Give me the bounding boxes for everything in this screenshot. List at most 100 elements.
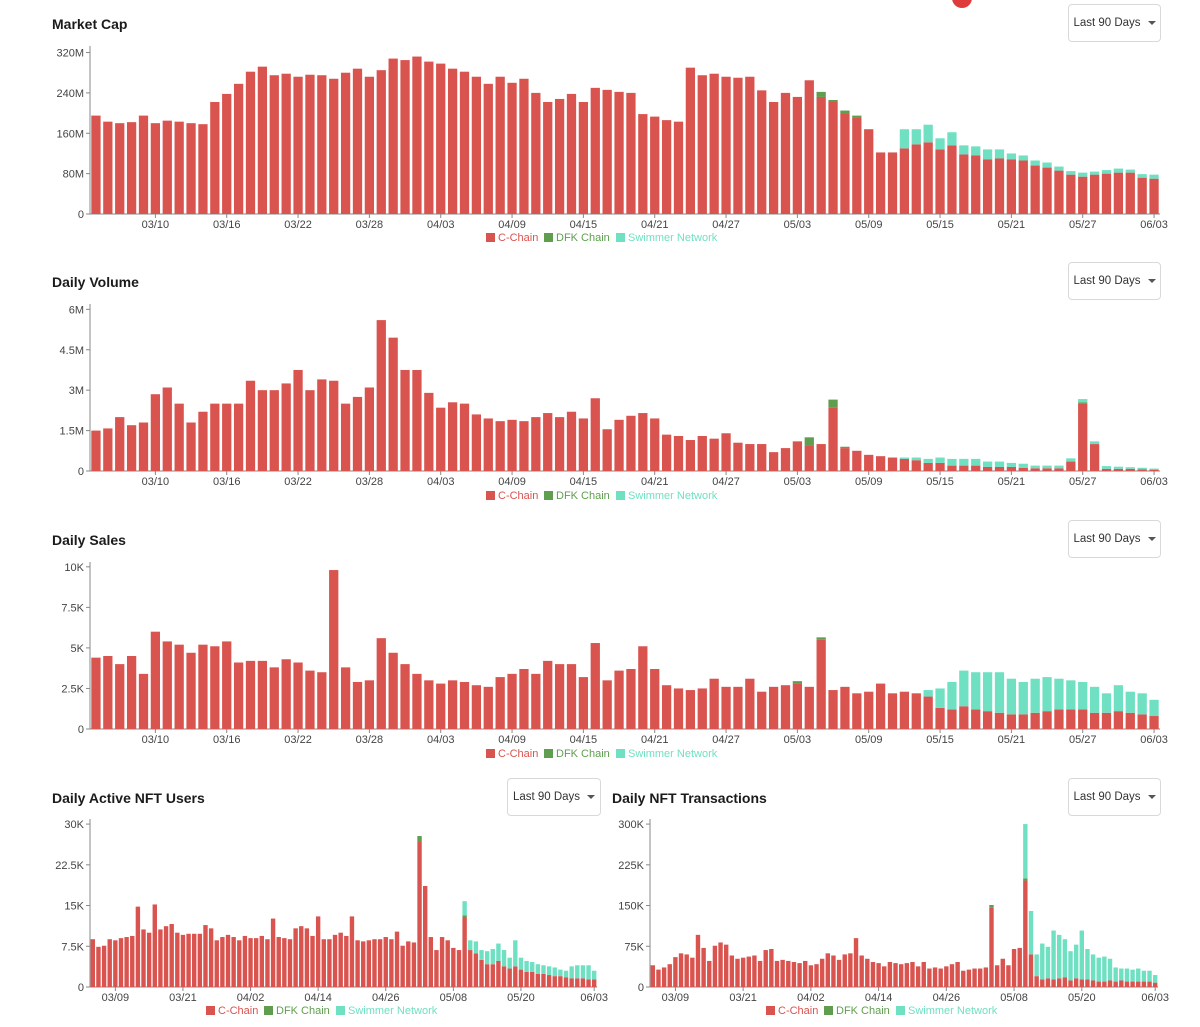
bar-dfk-chain[interactable] bbox=[417, 836, 422, 842]
bar-swimmer-network[interactable] bbox=[1119, 968, 1124, 981]
bar-c-chain[interactable] bbox=[186, 422, 196, 472]
bar-c-chain[interactable] bbox=[685, 67, 696, 214]
bar-swimmer-network[interactable] bbox=[947, 681, 957, 710]
bar-c-chain[interactable] bbox=[650, 668, 660, 729]
bar-c-chain[interactable] bbox=[1034, 976, 1039, 987]
bar-c-chain[interactable] bbox=[591, 979, 597, 987]
bar-c-chain[interactable] bbox=[287, 939, 293, 987]
bar-c-chain[interactable] bbox=[994, 965, 1000, 987]
bar-swimmer-network[interactable] bbox=[959, 670, 969, 707]
bar-c-chain[interactable] bbox=[768, 452, 779, 471]
bar-c-chain[interactable] bbox=[899, 691, 910, 729]
bar-c-chain[interactable] bbox=[1028, 954, 1034, 987]
bar-swimmer-network[interactable] bbox=[935, 457, 945, 463]
bar-c-chain[interactable] bbox=[192, 933, 197, 987]
bar-c-chain[interactable] bbox=[1042, 711, 1052, 729]
bar-c-chain[interactable] bbox=[329, 78, 339, 214]
bar-c-chain[interactable] bbox=[638, 646, 648, 729]
bar-c-chain[interactable] bbox=[614, 670, 624, 729]
bar-c-chain[interactable] bbox=[445, 940, 450, 987]
bar-c-chain[interactable] bbox=[978, 968, 983, 987]
bar-c-chain[interactable] bbox=[162, 387, 172, 471]
bar-swimmer-network[interactable] bbox=[1096, 957, 1101, 982]
bar-swimmer-network[interactable] bbox=[484, 951, 490, 965]
bar-c-chain[interactable] bbox=[253, 938, 259, 987]
bar-c-chain[interactable] bbox=[740, 957, 746, 987]
bar-c-chain[interactable] bbox=[91, 657, 101, 729]
bar-c-chain[interactable] bbox=[146, 932, 152, 987]
bar-c-chain[interactable] bbox=[1054, 170, 1064, 214]
bar-c-chain[interactable] bbox=[769, 948, 774, 987]
legend-item-c-chain[interactable]: C-Chain bbox=[486, 232, 538, 244]
bar-c-chain[interactable] bbox=[237, 940, 242, 987]
bar-c-chain[interactable] bbox=[248, 938, 253, 987]
bar-c-chain[interactable] bbox=[971, 465, 981, 471]
bar-swimmer-network[interactable] bbox=[473, 941, 479, 954]
bar-c-chain[interactable] bbox=[935, 707, 945, 729]
daily-volume-range-select[interactable]: Last 90 Days bbox=[1068, 262, 1161, 300]
bar-c-chain[interactable] bbox=[543, 101, 553, 214]
bar-c-chain[interactable] bbox=[578, 418, 589, 471]
bar-c-chain[interactable] bbox=[447, 402, 458, 471]
bar-c-chain[interactable] bbox=[447, 68, 458, 214]
legend-item-c-chain[interactable]: C-Chain bbox=[766, 1005, 818, 1017]
bar-c-chain[interactable] bbox=[614, 91, 624, 214]
bar-c-chain[interactable] bbox=[130, 935, 135, 987]
bar-c-chain[interactable] bbox=[638, 114, 648, 214]
bar-c-chain[interactable] bbox=[349, 916, 355, 987]
bar-c-chain[interactable] bbox=[898, 964, 904, 987]
bar-c-chain[interactable] bbox=[729, 955, 735, 988]
bar-c-chain[interactable] bbox=[462, 917, 467, 987]
bar-c-chain[interactable] bbox=[959, 154, 969, 214]
bar-c-chain[interactable] bbox=[175, 932, 180, 987]
bar-c-chain[interactable] bbox=[364, 76, 375, 215]
bar-c-chain[interactable] bbox=[1141, 981, 1147, 987]
bar-swimmer-network[interactable] bbox=[982, 461, 993, 467]
bar-c-chain[interactable] bbox=[126, 656, 137, 729]
bar-swimmer-network[interactable] bbox=[462, 901, 467, 916]
bar-c-chain[interactable] bbox=[763, 950, 768, 987]
bar-dfk-chain[interactable] bbox=[840, 110, 850, 114]
bar-swimmer-network[interactable] bbox=[479, 950, 484, 960]
bar-c-chain[interactable] bbox=[554, 664, 565, 729]
bar-c-chain[interactable] bbox=[519, 668, 529, 729]
bar-dfk-chain[interactable] bbox=[828, 99, 838, 102]
bar-c-chain[interactable] bbox=[1101, 468, 1112, 471]
bar-c-chain[interactable] bbox=[1018, 714, 1028, 729]
bar-c-chain[interactable] bbox=[1125, 468, 1135, 471]
bar-swimmer-network[interactable] bbox=[1149, 468, 1159, 470]
bar-c-chain[interactable] bbox=[352, 396, 363, 471]
bar-c-chain[interactable] bbox=[483, 418, 493, 471]
bar-c-chain[interactable] bbox=[388, 652, 398, 729]
bar-swimmer-network[interactable] bbox=[1006, 678, 1017, 715]
bar-c-chain[interactable] bbox=[685, 690, 696, 729]
bar-c-chain[interactable] bbox=[186, 123, 196, 214]
bar-c-chain[interactable] bbox=[1113, 468, 1124, 471]
legend-item-swimmer-network[interactable]: Swimmer Network bbox=[616, 748, 718, 760]
bar-c-chain[interactable] bbox=[507, 673, 517, 729]
bar-c-chain[interactable] bbox=[876, 963, 881, 987]
bar-c-chain[interactable] bbox=[602, 429, 612, 471]
bar-c-chain[interactable] bbox=[733, 77, 743, 214]
bar-swimmer-network[interactable] bbox=[1018, 155, 1028, 161]
bar-c-chain[interactable] bbox=[1137, 469, 1147, 471]
bar-c-chain[interactable] bbox=[875, 683, 886, 729]
bar-c-chain[interactable] bbox=[994, 158, 1005, 214]
bar-c-chain[interactable] bbox=[233, 83, 244, 214]
bar-c-chain[interactable] bbox=[531, 417, 541, 471]
bar-c-chain[interactable] bbox=[797, 963, 802, 987]
bar-swimmer-network[interactable] bbox=[586, 965, 591, 980]
bar-c-chain[interactable] bbox=[495, 76, 505, 215]
bar-c-chain[interactable] bbox=[507, 968, 512, 987]
bar-swimmer-network[interactable] bbox=[575, 965, 580, 979]
bar-c-chain[interactable] bbox=[1078, 176, 1088, 214]
bar-swimmer-network[interactable] bbox=[468, 940, 473, 951]
bar-swimmer-network[interactable] bbox=[1066, 171, 1076, 175]
bar-c-chain[interactable] bbox=[115, 123, 125, 214]
bar-c-chain[interactable] bbox=[180, 934, 186, 987]
bar-c-chain[interactable] bbox=[842, 954, 847, 987]
bar-dfk-chain[interactable] bbox=[852, 115, 862, 118]
bar-c-chain[interactable] bbox=[590, 643, 600, 729]
bar-c-chain[interactable] bbox=[447, 680, 458, 729]
bar-c-chain[interactable] bbox=[780, 92, 791, 214]
